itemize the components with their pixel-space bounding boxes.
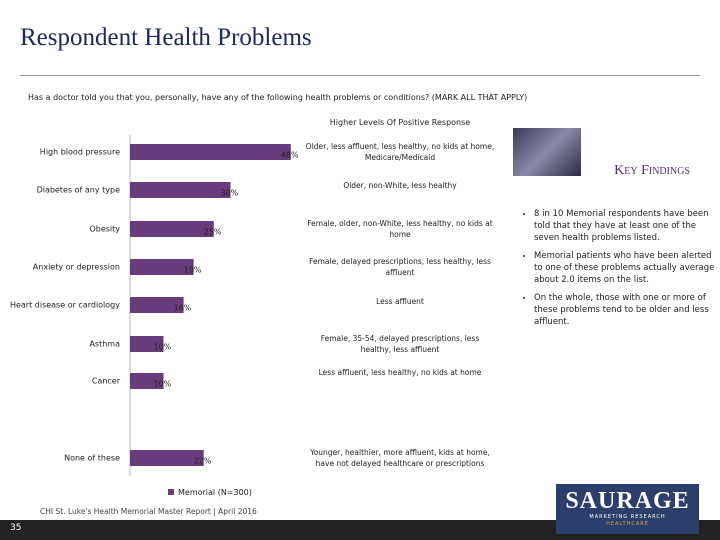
legend: Memorial (N=300) [168,488,252,497]
annotation: Female, 35-54, delayed prescriptions, le… [320,334,480,354]
value-label: 10% [154,343,172,352]
bar [130,221,214,237]
annotation: Female, older, non-White, less healthy, … [307,219,493,239]
question: Has a doctor told you that you, personal… [28,93,528,102]
legend-label: Memorial (N=300) [178,488,252,497]
category-label: High blood pressure [40,148,120,157]
annotation: Younger, healthier, more affluent, kids … [310,448,490,468]
category-label: Cancer [92,377,121,386]
category-label: None of these [64,454,120,463]
legend-swatch [168,489,174,495]
annotation: Female, delayed prescriptions, less heal… [309,257,491,277]
value-label: 10% [154,380,172,389]
logo: SAURAGE MARKETING RESEARCH HEALTHCARE [556,484,699,534]
bar [130,259,194,275]
key-finding: Memorial patients who have been alerted … [534,250,716,286]
key-finding: 8 in 10 Memorial respondents have been t… [534,208,716,244]
icon [513,128,581,176]
bar [130,336,164,352]
bar [130,182,231,198]
divider [20,75,700,76]
category-label: Asthma [89,340,120,349]
key-findings: 8 in 10 Memorial respondents have been t… [520,208,716,334]
value-label: 30% [221,189,239,198]
annotation: Less affluent, less healthy, no kids at … [318,368,482,377]
key-finding: On the whole, those with one or more of … [534,292,716,328]
annotations-header: Higher Levels Of Positive Response [329,118,471,127]
category-label: Diabetes of any type [37,186,121,195]
bar [130,450,204,466]
value-label: 19% [184,266,202,275]
annotation: Less affluent [376,297,424,306]
category-label: Obesity [89,225,120,234]
value-label: 25% [204,228,222,237]
logo-name: SAURAGE [565,488,690,514]
bar [130,144,291,160]
annotation: Older, non-White, less healthy [343,181,457,190]
key-findings-heading: Key Findings [614,163,690,178]
category-label: Heart disease or cardiology [10,301,120,310]
logo-tagline: MARKETING RESEARCH [589,514,666,520]
value-label: 22% [194,457,212,466]
bar [130,373,164,389]
annotation: Older, less affluent, less healthy, no k… [305,142,495,162]
value-label: 16% [174,304,192,313]
bar [130,297,184,313]
logo-division: HEALTHCARE [606,521,649,527]
category-label: Anxiety or depression [33,263,120,272]
page-number: 35 [10,523,22,533]
slide-title: Respondent Health Problems [20,24,312,51]
footer-bar [0,520,720,540]
source: CHI St. Luke's Health Memorial Master Re… [40,507,257,516]
value-label: 48% [281,151,299,160]
